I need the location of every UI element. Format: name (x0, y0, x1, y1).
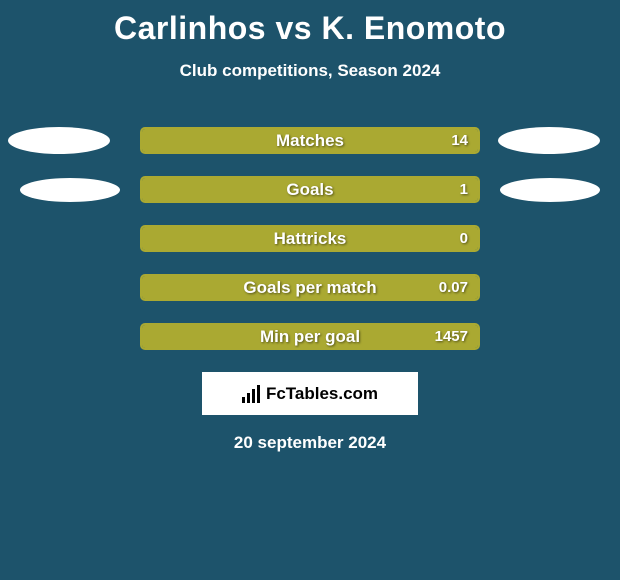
logo-box: FcTables.com (202, 372, 418, 415)
ellipse-right (500, 178, 600, 202)
stat-label: Matches (142, 131, 478, 151)
stat-bar: Hattricks0 (140, 225, 480, 252)
stat-row: Goals1 (0, 176, 620, 203)
stat-bar: Goals per match0.07 (140, 274, 480, 301)
stat-value: 1457 (435, 328, 468, 345)
stat-label: Goals per match (142, 278, 478, 298)
date-text: 20 september 2024 (234, 433, 386, 453)
stat-value: 0 (460, 230, 468, 247)
main-container: Carlinhos vs K. Enomoto Club competition… (0, 0, 620, 453)
stat-label: Min per goal (142, 327, 478, 347)
stat-bar: Matches14 (140, 127, 480, 154)
stat-bar: Goals1 (140, 176, 480, 203)
logo-text: FcTables.com (266, 384, 378, 404)
stat-row: Goals per match0.07 (0, 274, 620, 301)
stat-bar: Min per goal1457 (140, 323, 480, 350)
stat-value: 14 (451, 132, 468, 149)
ellipse-right (498, 127, 600, 154)
logo-chart-icon (242, 385, 260, 403)
stat-row: Matches14 (0, 127, 620, 154)
page-subtitle: Club competitions, Season 2024 (180, 61, 441, 81)
stats-area: Matches14 Goals1 Hattricks0 Goals per match… (0, 127, 620, 350)
stat-value: 1 (460, 181, 468, 198)
ellipse-left (20, 178, 120, 202)
stat-row: Min per goal1457 (0, 323, 620, 350)
stat-value: 0.07 (439, 279, 468, 296)
stat-row: Hattricks0 (0, 225, 620, 252)
stat-label: Goals (142, 180, 478, 200)
page-title: Carlinhos vs K. Enomoto (114, 10, 506, 47)
ellipse-left (8, 127, 110, 154)
stat-label: Hattricks (142, 229, 478, 249)
